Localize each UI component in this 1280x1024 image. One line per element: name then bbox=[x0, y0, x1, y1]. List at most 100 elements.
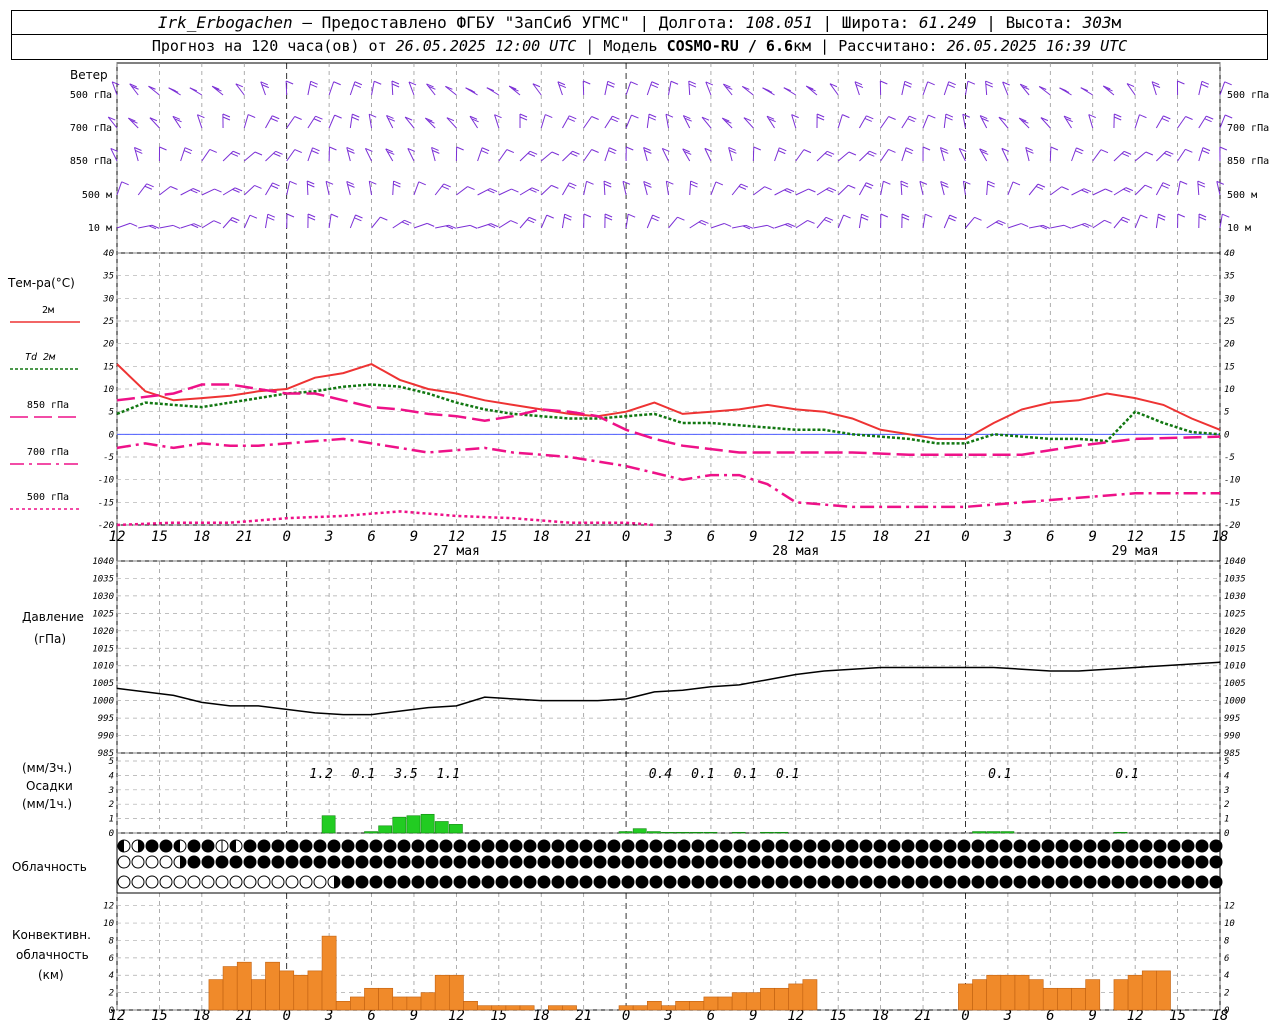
wind-barb-feather bbox=[1065, 118, 1073, 123]
wind-barb-feather bbox=[1201, 83, 1209, 88]
wind-barb-feather bbox=[443, 183, 451, 188]
wind-barb-feather bbox=[494, 114, 502, 119]
cloud-cover-symbol bbox=[285, 839, 299, 853]
conv-ytick-right: 8 bbox=[1224, 936, 1229, 946]
wind-barb bbox=[646, 114, 650, 129]
wind-barb-feather bbox=[643, 181, 651, 185]
wind-barb bbox=[795, 220, 808, 229]
wind-barb bbox=[368, 181, 373, 196]
wind-barb bbox=[622, 181, 627, 196]
conv-cloud-bar bbox=[760, 987, 775, 1011]
time-hour-label: 15 bbox=[151, 529, 168, 545]
wind-barb-feather bbox=[1114, 113, 1122, 118]
wind-barb-feather bbox=[666, 180, 674, 185]
cloud-cover-symbol bbox=[1139, 875, 1153, 889]
precip-unit-1h: (мм/1ч.) bbox=[22, 797, 73, 811]
wind-barb-feather bbox=[1185, 116, 1193, 120]
wind-barb-feather bbox=[1035, 185, 1044, 190]
cloud-cover-symbol bbox=[943, 839, 957, 853]
wind-barb-feather bbox=[808, 87, 816, 92]
cloud-cover-symbol bbox=[201, 875, 215, 889]
wind-barb-feather bbox=[489, 188, 498, 193]
cloud-cover-symbol bbox=[873, 875, 887, 889]
wind-barb-feather bbox=[558, 84, 567, 89]
wind-barb bbox=[371, 216, 381, 229]
cloud-cover-symbol bbox=[677, 875, 691, 889]
wind-barb bbox=[129, 83, 139, 96]
wind-barb bbox=[900, 180, 903, 196]
cloud-cover-symbol bbox=[971, 839, 985, 853]
wind-barb-feather bbox=[979, 115, 988, 120]
wind-barb-feather bbox=[764, 186, 772, 191]
wind-barb-feather bbox=[1202, 147, 1211, 152]
cloud-cover-symbol bbox=[159, 855, 173, 869]
header-station-line: Irk_Erbogachen – Предоставлено ФГБУ "Зап… bbox=[11, 10, 1268, 35]
cloud-cover-symbol bbox=[901, 839, 915, 853]
temp-ytick-right: 0 bbox=[1224, 430, 1229, 440]
temp-ytick-right: 40 bbox=[1224, 249, 1235, 259]
wind-barb-feather bbox=[591, 116, 599, 120]
pressure-unit: (гПа) bbox=[34, 632, 67, 646]
cloud-cover-symbol bbox=[999, 839, 1013, 853]
cloud-cover-symbol bbox=[873, 855, 887, 869]
precip-sum-label: 1.1 bbox=[437, 767, 460, 782]
conv-ytick-left: 12 bbox=[103, 902, 114, 912]
conv-cloud-bar bbox=[1057, 987, 1072, 1011]
wind-barb-feather bbox=[928, 114, 936, 119]
wind-barb bbox=[723, 83, 733, 96]
wind-barb bbox=[508, 85, 521, 96]
header-forecast-line: Прогноз на 120 часа(ов) от 26.05.2025 12… bbox=[11, 35, 1268, 60]
cloud-cover-symbol bbox=[467, 875, 481, 889]
precip-sum-label: 3.5 bbox=[393, 767, 418, 782]
wind-barb-feather bbox=[962, 113, 970, 118]
wind-barb-feather bbox=[981, 117, 989, 122]
cloud-cover-symbol bbox=[1195, 839, 1209, 853]
wind-level-label-right: 10 м bbox=[1227, 223, 1251, 234]
cloud-cover-symbol bbox=[985, 839, 999, 853]
cloud-cover-symbol bbox=[747, 839, 761, 853]
wind-barb-feather bbox=[285, 80, 294, 85]
wind-barb-feather bbox=[1114, 116, 1122, 121]
cloud-cover-symbol bbox=[1111, 839, 1125, 853]
time-hour-label-bottom: 6 bbox=[367, 1008, 375, 1024]
conv-cloud-bar bbox=[972, 979, 987, 1011]
cloud-cover-symbol bbox=[1027, 839, 1041, 853]
pressure-title: Давление bbox=[22, 610, 84, 624]
wind-barb-feather bbox=[987, 180, 995, 185]
precip-bar bbox=[632, 828, 647, 834]
time-hour-label: 21 bbox=[915, 529, 932, 545]
temp-legend-label: 2м bbox=[42, 305, 54, 316]
wind-barb-feather bbox=[907, 118, 915, 123]
wind-barb bbox=[1071, 188, 1085, 196]
wind-barb bbox=[710, 181, 717, 196]
time-hour-label-bottom: 21 bbox=[575, 1008, 592, 1024]
temp-ytick-left: -10 bbox=[98, 476, 114, 486]
wind-barb bbox=[1063, 115, 1072, 129]
wind-barb-feather bbox=[698, 221, 707, 226]
cloud-cover-symbol bbox=[1111, 875, 1125, 889]
wind-barb-feather bbox=[487, 189, 495, 194]
wind-barb-feather bbox=[1157, 216, 1166, 221]
time-hour-label: 15 bbox=[1169, 529, 1186, 545]
wind-barb-feather bbox=[1105, 188, 1113, 193]
wind-barb-feather bbox=[189, 87, 198, 92]
wind-barb bbox=[265, 115, 273, 129]
wind-barb-feather bbox=[545, 114, 553, 119]
precip-ytick-right: 1 bbox=[1224, 815, 1229, 825]
cloud-cover-symbol bbox=[677, 855, 691, 869]
wind-barb-feather bbox=[551, 184, 559, 189]
wind-barb-feather bbox=[949, 214, 957, 219]
wind-barb bbox=[1155, 115, 1164, 129]
wind-barb-feather bbox=[998, 220, 1006, 224]
wind-barb-feather bbox=[445, 225, 454, 230]
wind-level-label-left: 850 гПа bbox=[70, 156, 112, 167]
wind-barb bbox=[1113, 216, 1124, 229]
wind-barb bbox=[858, 182, 867, 196]
cloud-cover-symbol bbox=[1209, 839, 1223, 853]
wind-barb bbox=[540, 184, 552, 196]
wind-barb bbox=[1216, 181, 1221, 196]
wind-barb-feather bbox=[380, 216, 388, 221]
wind-barb bbox=[1071, 147, 1077, 162]
wind-barb-feather bbox=[289, 180, 297, 185]
